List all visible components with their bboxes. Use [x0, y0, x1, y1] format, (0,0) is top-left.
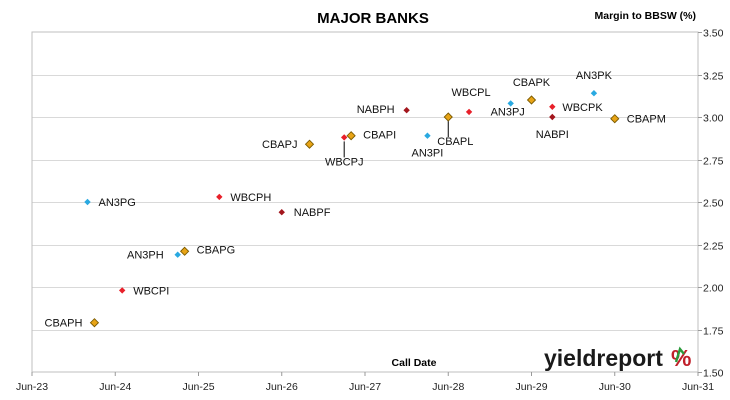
y-tick-label: 3.00	[703, 113, 724, 125]
point-label-wbcpl: WBCPL	[452, 87, 491, 99]
leader-lines	[343, 121, 449, 158]
x-ticks: Jun-23 Jun-24 Jun-25 Jun-26 Jun-27 Jun-28 Jun-…	[16, 372, 714, 393]
point-label-cbapl: CBAPL	[437, 136, 473, 148]
point-an3ph	[174, 251, 181, 258]
y-tick-label: 2.25	[703, 241, 724, 253]
point-label-wbcph: WBCPH	[230, 192, 271, 204]
point-label-nabpf: NABPF	[294, 207, 331, 219]
yieldreport-logo: yieldreport %	[544, 345, 691, 371]
x-tick-label: Jun-31	[682, 381, 714, 393]
point-wbcpj	[340, 134, 348, 141]
y-tick-label: 2.00	[703, 283, 724, 295]
x-tick-label: Jun-30	[599, 381, 631, 393]
point-label-cbapk: CBAPK	[513, 77, 551, 89]
y-ticks: 1.50 1.75 2.00 2.25 2.50 2.75 3.00 3.25 3.50	[698, 28, 724, 380]
point-an3pi	[424, 132, 431, 139]
point-nabpi	[549, 113, 556, 121]
point-cbapl	[443, 112, 453, 122]
point-label-cbaph: CBAPH	[45, 318, 83, 330]
y-tick-label: 3.50	[703, 28, 724, 40]
point-cbapm	[610, 114, 620, 124]
logo-tick-mark	[674, 346, 685, 363]
y-axis-label: Margin to BBSW (%)	[595, 10, 697, 22]
y-tick-label: 2.50	[703, 198, 724, 210]
point-labels: CBAPH WBCPI AN3PG AN3PH CBAPG WBCPH NABPF CBAPJ…	[45, 70, 666, 330]
y-tick-label: 2.75	[703, 156, 724, 168]
point-nabpf	[278, 209, 285, 216]
point-cbaph	[89, 318, 100, 328]
point-label-nabph: NABPH	[357, 104, 395, 116]
x-tick-label: Jun-26	[266, 381, 298, 393]
x-tick-label: Jun-28	[432, 381, 464, 393]
x-tick-label: Jun-27	[349, 381, 381, 393]
logo-percent: %	[671, 345, 691, 371]
point-cbapi	[346, 131, 356, 141]
point-label-cbapj: CBAPJ	[262, 139, 297, 151]
point-cbapg	[179, 246, 190, 256]
point-label-an3pk: AN3PK	[576, 70, 613, 82]
point-wbcpk	[549, 103, 556, 110]
point-nabph	[403, 107, 410, 114]
y-tick-label: 1.75	[703, 326, 724, 338]
point-wbcpi	[118, 287, 126, 294]
point-label-cbapi: CBAPI	[363, 130, 396, 142]
point-label-an3pg: AN3PG	[99, 197, 136, 209]
chart-title: MAJOR BANKS	[317, 10, 429, 27]
point-label-wbcpi: WBCPI	[133, 285, 169, 297]
point-label-an3pi: AN3PI	[412, 148, 444, 160]
x-tick-label: Jun-24	[99, 381, 131, 393]
logo-text: yieldreport	[544, 345, 663, 371]
point-label-nabpi: NABPI	[536, 129, 569, 141]
point-label-an3ph: AN3PH	[127, 250, 164, 262]
point-label-wbcpk: WBCPK	[562, 102, 603, 114]
point-cbapk	[526, 95, 537, 105]
data-points	[84, 90, 620, 328]
point-wbcph	[216, 193, 223, 201]
point-label-cbapm: CBAPM	[627, 114, 666, 126]
grid	[32, 75, 698, 331]
point-label-cbapg: CBAPG	[197, 244, 236, 256]
x-axis-label: Call Date	[392, 357, 437, 369]
x-tick-label: Jun-25	[182, 381, 214, 393]
point-an3pg	[84, 198, 91, 206]
point-label-wbcpj: WBCPJ	[325, 156, 364, 168]
point-an3pj	[507, 100, 514, 107]
y-tick-label: 1.50	[703, 368, 724, 380]
point-cbapj	[304, 139, 315, 149]
y-tick-label: 3.25	[703, 71, 724, 83]
point-label-an3pj: AN3PJ	[491, 106, 525, 118]
x-tick-label: Jun-29	[515, 381, 547, 393]
point-an3pk	[590, 90, 598, 97]
x-tick-label: Jun-23	[16, 381, 48, 393]
point-wbcpl	[465, 108, 473, 116]
